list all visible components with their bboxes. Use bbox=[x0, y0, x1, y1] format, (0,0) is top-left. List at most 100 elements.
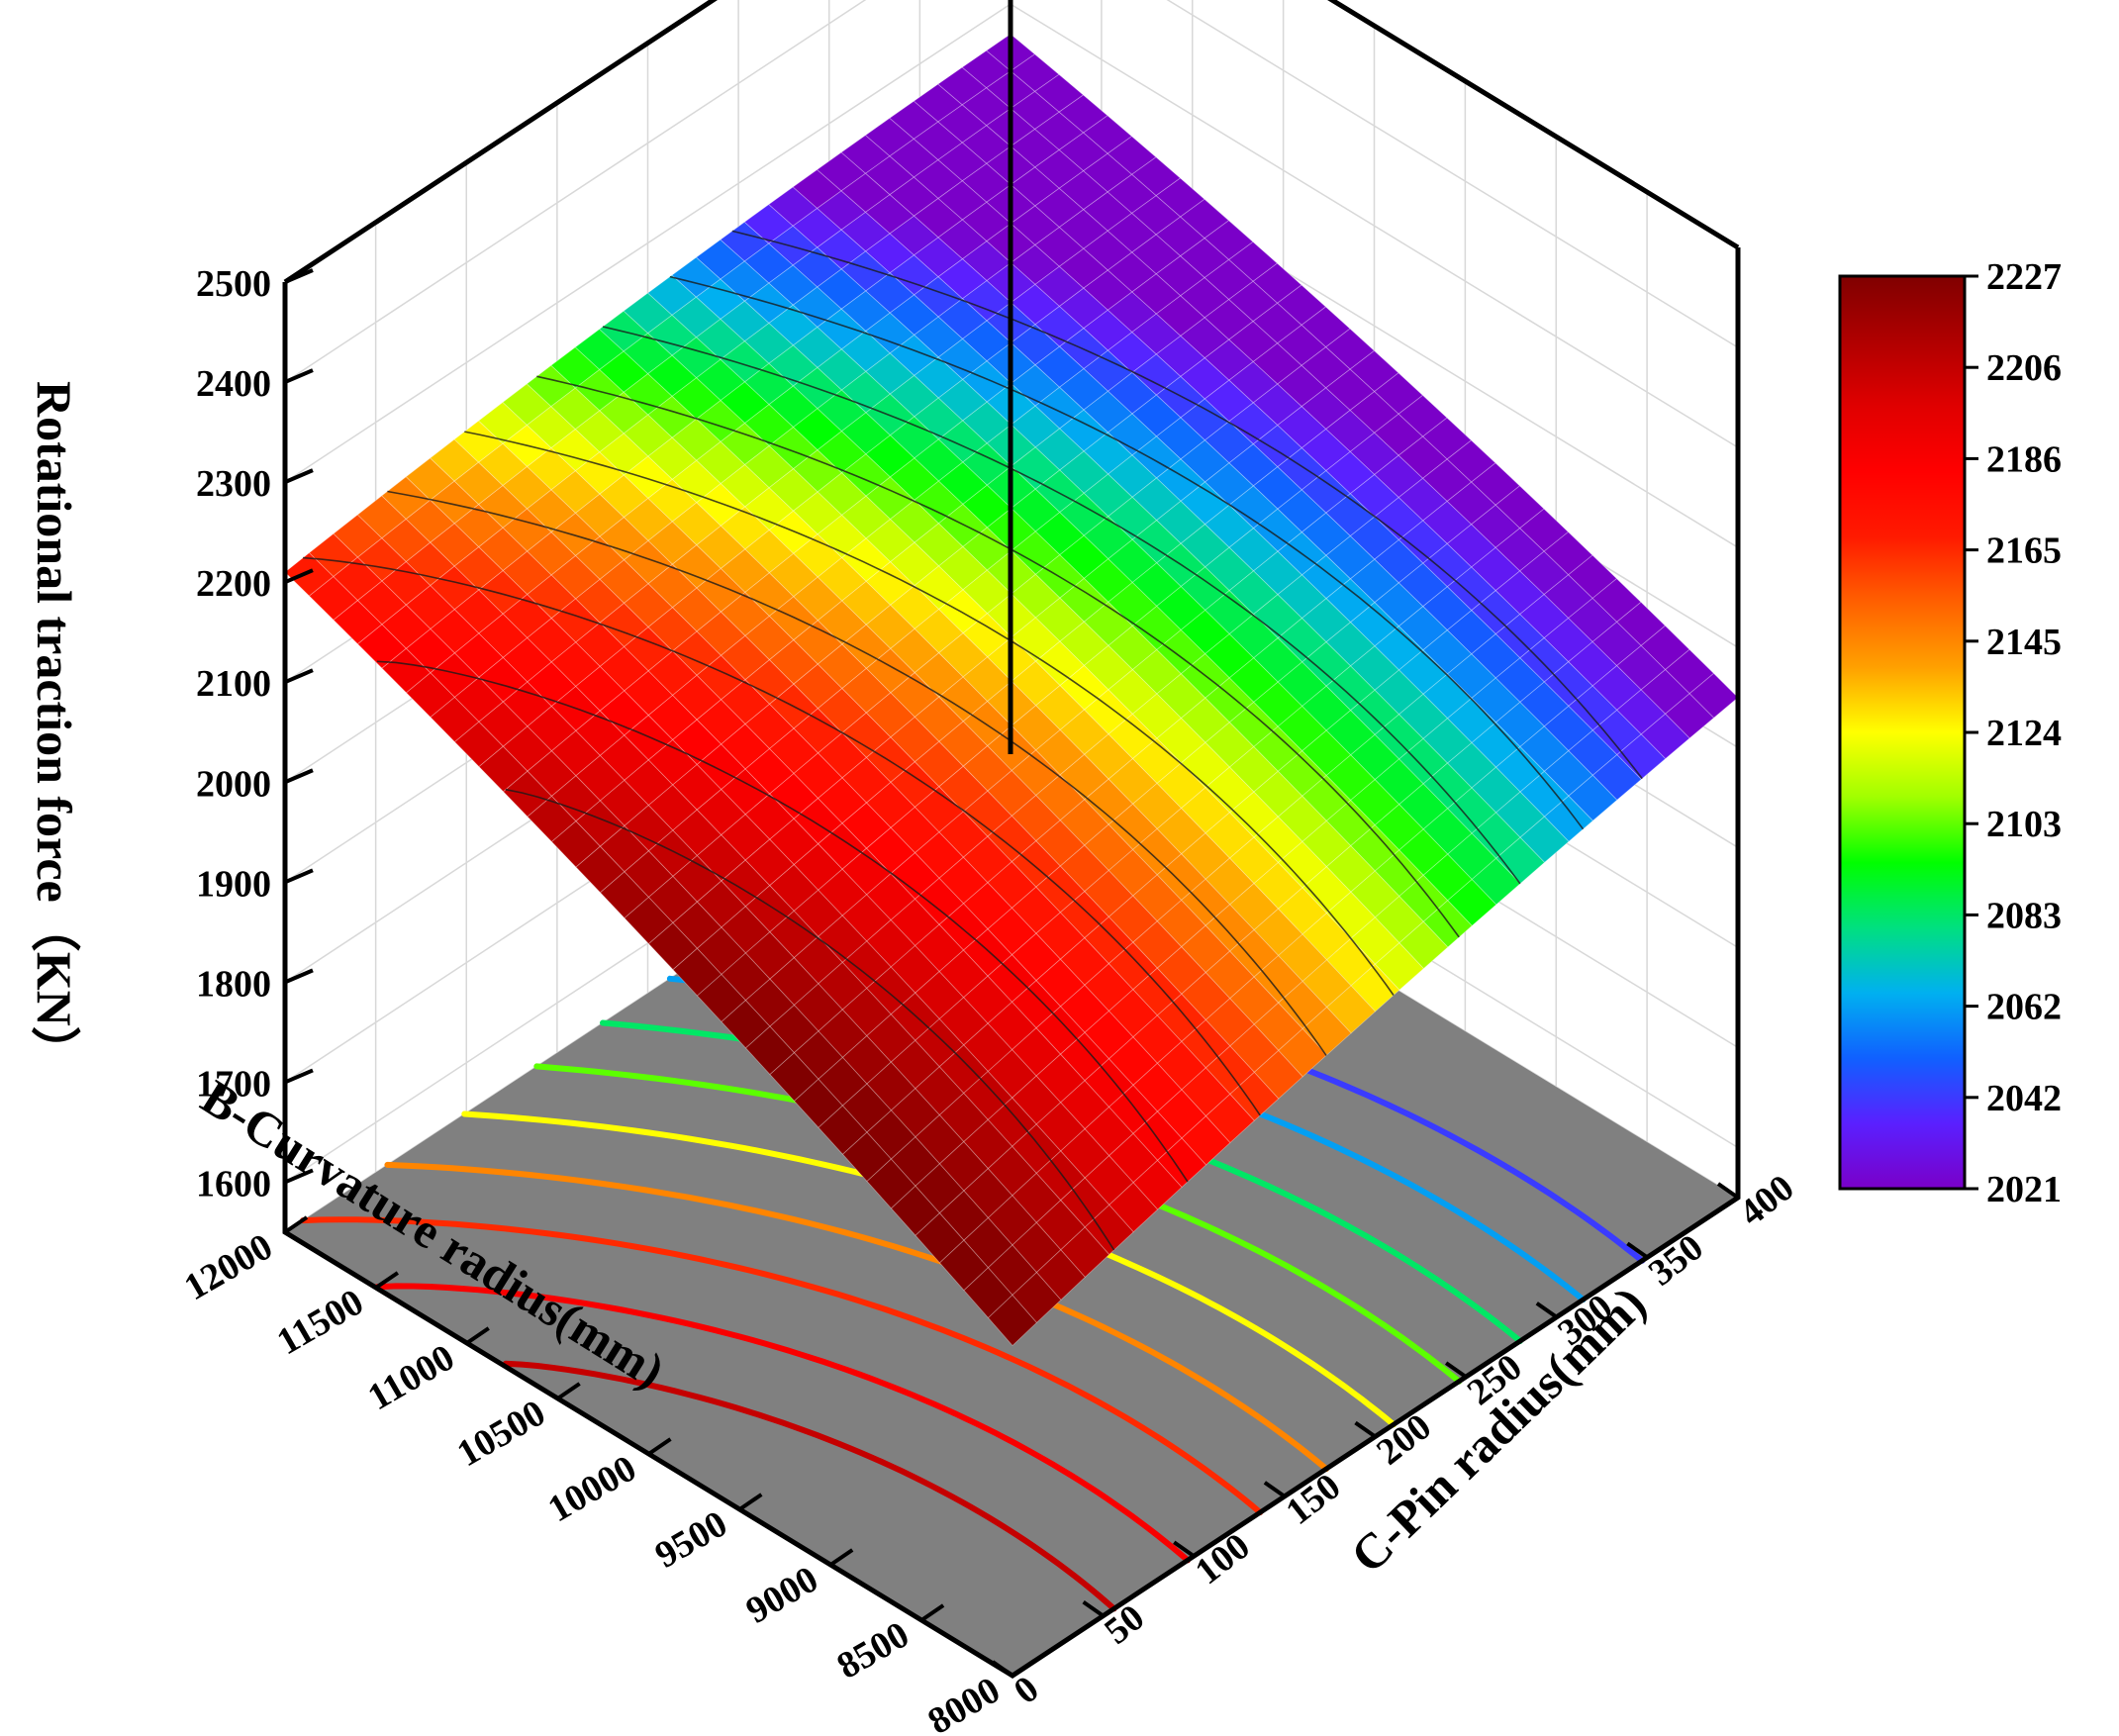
surface-cell bbox=[599, 391, 649, 434]
surface-cell bbox=[841, 1131, 892, 1183]
colorbar-tick-label: 2206 bbox=[1986, 347, 2062, 389]
colorbar-gradient bbox=[1838, 274, 1967, 1191]
surface-cell bbox=[599, 871, 649, 919]
x-tick-mark bbox=[647, 1437, 672, 1456]
surface-contour-line bbox=[387, 490, 1327, 1056]
surface-contour-line bbox=[669, 275, 1585, 830]
surface-cell bbox=[333, 556, 383, 602]
surface-cell bbox=[381, 561, 432, 606]
x-tick-label: 10500 bbox=[450, 1392, 552, 1475]
x-tick-mark bbox=[1011, 1659, 1036, 1678]
surface-cell bbox=[308, 576, 359, 621]
surface-cell bbox=[623, 414, 673, 457]
colorbar-tick-label: 2227 bbox=[1986, 256, 2062, 298]
surface-cell bbox=[963, 1267, 1013, 1319]
surface-cell bbox=[623, 333, 673, 375]
surface-cell bbox=[671, 459, 722, 504]
surface-cell bbox=[647, 563, 698, 609]
surface-cell bbox=[817, 268, 867, 310]
surface-cell bbox=[623, 455, 673, 500]
surface-cell bbox=[768, 264, 819, 306]
surface-cell bbox=[599, 559, 649, 604]
surface-cell bbox=[720, 381, 770, 425]
surface-cell bbox=[624, 850, 674, 899]
surface-cell bbox=[937, 104, 988, 144]
surface-contour-line bbox=[376, 660, 1189, 1183]
surface-cell bbox=[453, 589, 504, 634]
surface-cell bbox=[721, 814, 771, 861]
surface-cell bbox=[646, 314, 698, 356]
surface-cell bbox=[647, 738, 698, 786]
surface-cell bbox=[527, 574, 577, 620]
surface-cell bbox=[647, 436, 698, 480]
surface-cell bbox=[866, 966, 916, 1015]
surface-cell bbox=[671, 256, 722, 298]
surface-cell bbox=[526, 364, 576, 408]
surface-cell bbox=[721, 906, 771, 954]
surface-cell bbox=[961, 162, 1011, 203]
surface-cell bbox=[793, 1078, 843, 1128]
surface-cell bbox=[938, 1190, 989, 1241]
surface-cell bbox=[672, 901, 722, 949]
surface-cell bbox=[574, 535, 626, 580]
surface-cell bbox=[841, 667, 892, 714]
surface-cell bbox=[961, 125, 1011, 164]
floor-contour-line bbox=[373, 1283, 1191, 1564]
x-tick-mark bbox=[829, 1548, 854, 1567]
surface-cell bbox=[550, 387, 601, 431]
surface-cell bbox=[961, 241, 1012, 282]
surface-cell bbox=[768, 552, 819, 598]
z-tick-mark bbox=[284, 268, 314, 284]
surface-cell bbox=[937, 298, 988, 339]
z-tick-mark bbox=[284, 868, 314, 885]
colorbar-tick-label: 2021 bbox=[1986, 1169, 2062, 1210]
surface-cell bbox=[840, 495, 892, 539]
surface-cell bbox=[914, 740, 964, 788]
surface-cell bbox=[671, 377, 722, 420]
floor-contour-line bbox=[502, 1360, 1117, 1612]
surface-cell bbox=[890, 806, 940, 854]
surface-cell bbox=[405, 585, 455, 630]
z-tick-label: 2400 bbox=[196, 363, 271, 405]
surface-cell bbox=[914, 877, 965, 925]
surface-cell bbox=[937, 258, 988, 300]
surface-cell bbox=[961, 49, 1011, 89]
surface-cell bbox=[550, 598, 601, 643]
x-tick-mark bbox=[919, 1603, 945, 1622]
colorbar-tick-label: 2103 bbox=[1986, 804, 2062, 845]
z-tick-label: 2500 bbox=[196, 263, 271, 305]
surface-cell bbox=[938, 856, 989, 905]
surface-cell bbox=[818, 1105, 868, 1155]
surface-cell bbox=[624, 759, 674, 807]
surface-cell bbox=[914, 480, 964, 525]
surface-cell bbox=[889, 457, 940, 501]
surface-cell bbox=[769, 864, 819, 912]
surface-contour-line bbox=[602, 326, 1521, 885]
surface-cell bbox=[671, 296, 722, 338]
surface-cell bbox=[720, 300, 770, 342]
surface-cell bbox=[720, 221, 770, 262]
surface-cell bbox=[743, 444, 795, 489]
x-tick-mark bbox=[283, 1215, 309, 1234]
surface-cell bbox=[840, 330, 891, 372]
surface-cell bbox=[913, 197, 964, 239]
surface-cell bbox=[695, 278, 746, 320]
surface-cell bbox=[865, 312, 915, 354]
z-tick-mark bbox=[284, 1168, 314, 1185]
surface-cell bbox=[817, 431, 867, 474]
surface-cell bbox=[962, 882, 1012, 930]
surface-cell bbox=[624, 896, 674, 945]
surface-cell bbox=[890, 898, 940, 947]
surface-cell bbox=[575, 665, 626, 712]
surface-cell bbox=[890, 852, 940, 900]
surface-cell bbox=[623, 583, 674, 628]
surface-cell bbox=[962, 442, 1012, 486]
surface-cell bbox=[333, 600, 383, 645]
surface-cell bbox=[768, 727, 819, 775]
surface-cell bbox=[744, 838, 795, 887]
surface-cell bbox=[477, 401, 529, 444]
surface-cell bbox=[1011, 1172, 1062, 1223]
surface-cell bbox=[987, 1244, 1037, 1297]
surface-cell bbox=[817, 472, 867, 516]
surface-cell bbox=[672, 674, 722, 721]
